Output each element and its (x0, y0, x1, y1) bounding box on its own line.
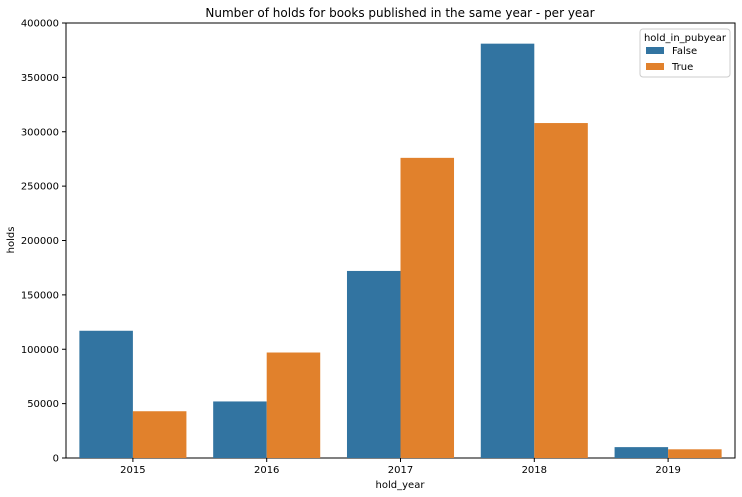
legend-title: hold_in_pubyear (644, 33, 727, 44)
x-tick-label: 2015 (120, 465, 145, 476)
x-tick-label: 2017 (388, 465, 413, 476)
bar-false-2016 (213, 401, 267, 458)
y-tick-label: 250000 (21, 182, 59, 193)
bars-layer (79, 43, 722, 459)
bar-false-2015 (79, 330, 133, 458)
y-tick-label: 100000 (21, 345, 59, 356)
y-tick-label: 200000 (21, 236, 59, 247)
y-tick-label: 50000 (27, 399, 59, 410)
y-tick-label: 0 (53, 454, 59, 465)
bar-true-2019 (668, 449, 722, 458)
legend-label-false: False (672, 46, 697, 57)
bar-false-2018 (480, 43, 535, 458)
bar-false-2019 (614, 447, 669, 458)
chart-title: Number of holds for books published in t… (205, 6, 594, 20)
x-axis-ticks: 2015 2016 2017 2018 2019 (120, 458, 681, 476)
legend-label-true: True (671, 62, 693, 73)
bar-true-2015 (132, 411, 187, 458)
bar-true-2016 (266, 352, 321, 458)
y-tick-label: 300000 (21, 127, 59, 138)
legend: hold_in_pubyear False True (639, 28, 731, 78)
x-tick-label: 2019 (655, 465, 680, 476)
x-tick-label: 2018 (522, 465, 547, 476)
plot-area: 0 50000 100000 150000 200000 250000 300000 3500… (21, 19, 736, 476)
bar-true-2017 (400, 157, 455, 458)
y-axis-label: holds (6, 227, 17, 254)
legend-swatch-false (646, 47, 664, 54)
y-axis-ticks: 0 50000 100000 150000 200000 250000 300000 3500… (21, 19, 66, 465)
x-axis-label: hold_year (376, 480, 426, 491)
y-tick-label: 150000 (21, 290, 59, 301)
bar-true-2018 (534, 123, 588, 459)
y-tick-label: 400000 (21, 19, 59, 30)
bar-false-2017 (346, 270, 401, 458)
y-tick-label: 350000 (21, 73, 59, 84)
x-tick-label: 2016 (254, 465, 279, 476)
legend-swatch-true (646, 63, 664, 70)
